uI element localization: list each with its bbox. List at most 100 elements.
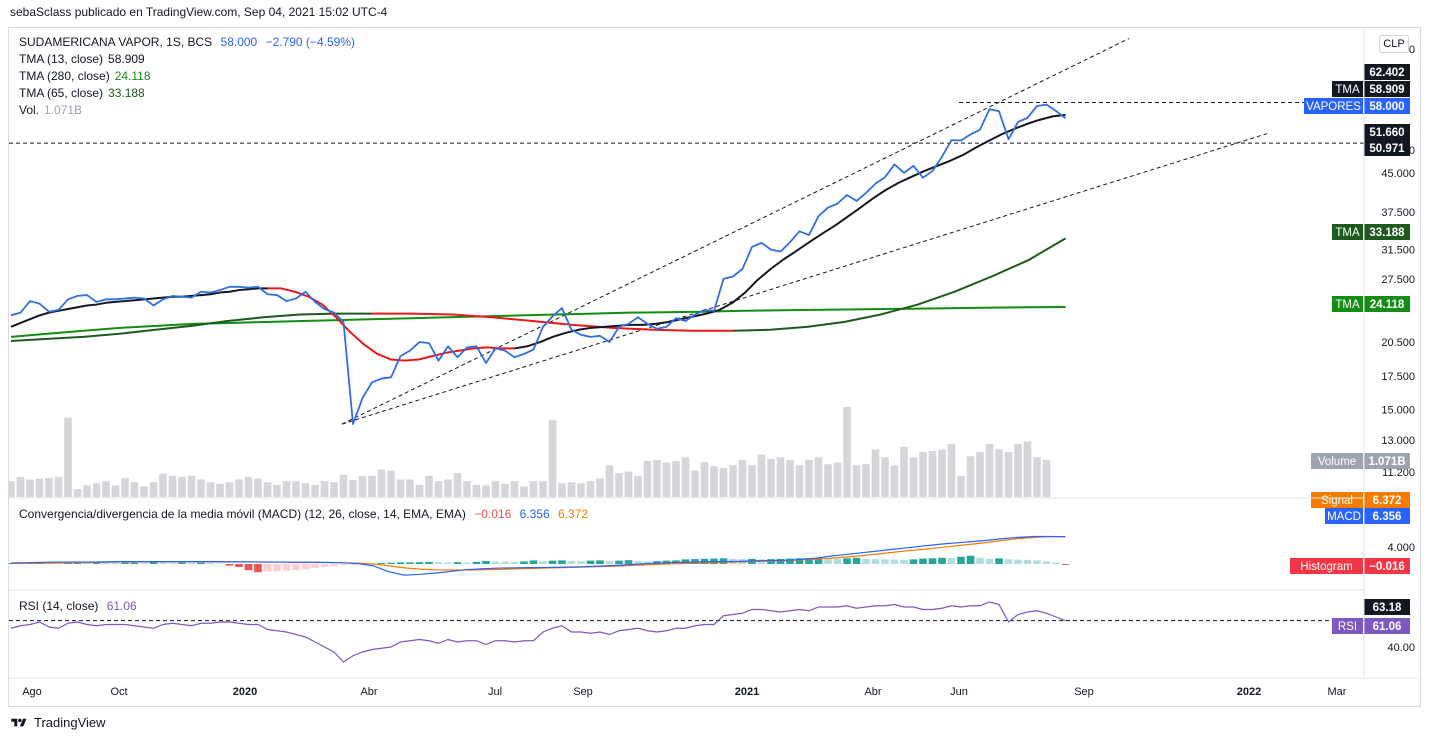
price-axis-tick: 17.500 xyxy=(1381,371,1415,383)
price-tag-value: 58.000 xyxy=(1369,101,1404,113)
price-tag-label-bg xyxy=(1311,453,1363,469)
histogram-bar xyxy=(1052,562,1060,564)
volume-bar xyxy=(349,480,357,497)
histogram-bar xyxy=(311,564,319,569)
histogram-bar xyxy=(1033,560,1041,564)
tradingview-logo-icon xyxy=(11,718,27,726)
legend-tma280[interactable]: TMA (280, close) 24.118 xyxy=(19,68,355,85)
histogram-bar xyxy=(92,562,101,564)
tma13-line-red[interactable] xyxy=(267,287,515,362)
time-axis-label: Ago xyxy=(22,686,42,698)
price-line[interactable] xyxy=(10,103,1067,425)
tma65-line[interactable] xyxy=(732,237,1067,332)
volume-bar xyxy=(244,476,253,497)
rsi-line[interactable] xyxy=(10,601,1066,663)
histogram-bar xyxy=(102,562,110,564)
histogram-bar xyxy=(510,561,519,564)
price-tag-label-bg xyxy=(1332,618,1363,634)
volume-bar xyxy=(1042,459,1051,497)
histogram-bar xyxy=(292,564,300,571)
price-tag-label: TMA xyxy=(1335,227,1360,239)
histogram-bar xyxy=(1061,564,1070,565)
volume-bar xyxy=(16,476,25,497)
chart-caption: sebaSclass publicado en TradingView.com,… xyxy=(10,5,388,19)
volume-bar xyxy=(833,462,842,497)
chart-canvas[interactable]: 4.000 40.00 80.00050.00045.00037.50031.5… xyxy=(9,28,1422,708)
histogram-bar xyxy=(387,562,395,564)
price-axis-tick: 13.000 xyxy=(1381,435,1415,447)
legend-value: 1.071B xyxy=(44,103,83,117)
histogram-bar xyxy=(444,562,452,564)
legend-tma65[interactable]: TMA (65, close) 33.188 xyxy=(19,85,355,102)
volume-bar xyxy=(330,482,338,497)
chart-frame[interactable]: 4.000 40.00 80.00050.00045.00037.50031.5… xyxy=(8,27,1422,708)
volume-bar xyxy=(653,459,661,497)
volume-bar xyxy=(121,477,129,497)
symbol-legend-row[interactable]: SUDAMERICANA VAPOR, 1S, BCS 58.000 −2.79… xyxy=(19,34,355,51)
histogram-bar xyxy=(1014,559,1022,564)
price-axis-tick: 11.200 xyxy=(1382,467,1415,479)
legend-volume[interactable]: Vol. 1.071B xyxy=(19,102,355,119)
volume-bar xyxy=(890,465,899,497)
histogram-bar xyxy=(377,562,386,564)
macd-legend[interactable]: Convergencia/divergencia de la media móv… xyxy=(19,506,588,523)
price-tag-value: 1.071B xyxy=(1368,456,1405,468)
histogram-bar xyxy=(206,562,215,564)
currency-button[interactable]: CLP xyxy=(1379,35,1409,53)
tma13-line[interactable] xyxy=(514,113,1066,350)
legend-label: TMA (280, close) xyxy=(19,69,110,83)
macd-legend-hist: −0.016 xyxy=(474,507,512,521)
histogram-bar xyxy=(833,558,842,564)
time-axis-label: Jul xyxy=(488,686,502,698)
volume-bar xyxy=(425,475,433,497)
volume-bar xyxy=(225,482,234,497)
rsi-legend[interactable]: RSI (14, close) 61.06 xyxy=(19,598,137,615)
price-tag-label-bg xyxy=(1332,224,1363,240)
histogram-bar xyxy=(83,562,91,564)
tma280-line[interactable] xyxy=(10,306,1066,338)
volume-bar xyxy=(947,444,956,497)
trendline-steep[interactable] xyxy=(341,38,1130,425)
macd-line[interactable] xyxy=(10,535,1066,576)
histogram-bar xyxy=(643,561,652,564)
volume-bar xyxy=(472,484,481,497)
price-tag-label: Signal xyxy=(1321,495,1353,507)
tma65-line-red[interactable] xyxy=(372,312,733,332)
histogram-bar xyxy=(995,558,1003,564)
tma65-line[interactable] xyxy=(10,312,372,342)
volume-bar xyxy=(273,484,281,497)
histogram-bar xyxy=(900,559,908,564)
histogram-bar xyxy=(225,564,234,566)
legend-tma13[interactable]: TMA (13, close) 58.909 xyxy=(19,51,355,68)
footer: TradingView xyxy=(10,715,106,730)
volume-bar xyxy=(1023,441,1032,497)
histogram-bar xyxy=(919,558,927,564)
signal-line[interactable] xyxy=(10,536,1066,571)
volume-bar xyxy=(159,473,167,497)
histogram-bar xyxy=(434,562,443,564)
volume-bar xyxy=(444,479,452,497)
volume-bar xyxy=(719,467,728,497)
volume-bar xyxy=(358,475,367,497)
price-axis-tick: 27.500 xyxy=(1381,274,1415,286)
price-tag-label: MACD xyxy=(1327,511,1361,523)
histogram-bar xyxy=(320,564,329,568)
rsi-axis-tick: 40.00 xyxy=(1387,642,1415,654)
histogram-bar xyxy=(1004,559,1013,564)
volume-bar xyxy=(168,475,177,497)
volume-bar xyxy=(729,465,737,497)
histogram-bar xyxy=(786,558,794,564)
histogram-bar xyxy=(824,558,832,564)
price-tag-value: 50.971 xyxy=(1369,143,1405,155)
trendline-shallow[interactable] xyxy=(341,133,1268,425)
volume-bar xyxy=(197,479,205,497)
histogram-bar xyxy=(548,560,557,564)
price-tag-value-bg xyxy=(1364,618,1410,634)
symbol-name: SUDAMERICANA VAPOR, 1S, BCS xyxy=(19,35,213,49)
volume-bar xyxy=(577,483,585,497)
volume-bar xyxy=(216,483,224,497)
histogram-bar xyxy=(615,560,623,564)
price-tag-value-bg xyxy=(1364,296,1410,312)
volume-bar xyxy=(434,481,443,497)
histogram-bar xyxy=(330,564,338,567)
